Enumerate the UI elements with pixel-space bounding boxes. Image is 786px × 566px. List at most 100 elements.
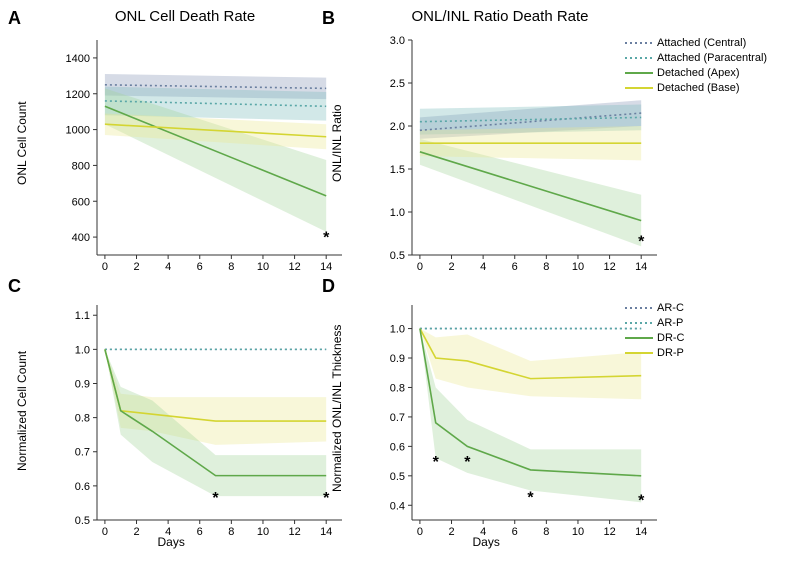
- svg-text:2: 2: [448, 261, 454, 273]
- y-axis-label: Normalized Cell Count: [15, 350, 29, 470]
- svg-text:1200: 1200: [66, 89, 90, 101]
- svg-text:10: 10: [257, 261, 269, 273]
- svg-text:0: 0: [102, 261, 108, 273]
- svg-text:10: 10: [572, 526, 584, 538]
- y-axis-label: ONL Cell Count: [15, 101, 29, 185]
- plot-b: * 0 2 4 6 8 10 12 14 0.5 1.0 1.5 2.0 2.5 3.0: [370, 35, 665, 290]
- legend-item: DR-P: [625, 345, 685, 360]
- svg-text:12: 12: [603, 261, 615, 273]
- svg-text:0: 0: [417, 526, 423, 538]
- figure: A B C D ONL Cell Death Rate ONL/INL Rati…: [0, 0, 786, 566]
- svg-text:400: 400: [72, 232, 90, 244]
- legend-swatch: [625, 37, 653, 49]
- svg-text:8: 8: [228, 261, 234, 273]
- svg-text:0.4: 0.4: [390, 500, 405, 512]
- svg-text:8: 8: [543, 526, 549, 538]
- svg-text:2: 2: [133, 526, 139, 538]
- legend-label: Detached (Base): [657, 82, 740, 94]
- svg-text:14: 14: [320, 261, 332, 273]
- legend-item: Attached (Central): [625, 35, 767, 50]
- svg-text:10: 10: [257, 526, 269, 538]
- svg-text:12: 12: [288, 526, 300, 538]
- svg-text:*: *: [464, 454, 471, 471]
- legend-swatch: [625, 302, 653, 314]
- svg-text:10: 10: [572, 261, 584, 273]
- svg-text:*: *: [638, 233, 645, 250]
- legend-swatch: [625, 67, 653, 79]
- legend-item: Detached (Apex): [625, 65, 767, 80]
- svg-text:14: 14: [635, 261, 647, 273]
- legend-swatch: [625, 347, 653, 359]
- svg-text:0.6: 0.6: [75, 481, 90, 493]
- panel-letter-c: C: [8, 276, 21, 297]
- svg-text:12: 12: [288, 261, 300, 273]
- svg-text:2.5: 2.5: [390, 78, 405, 90]
- svg-text:0.8: 0.8: [75, 413, 90, 425]
- legend-item: AR-P: [625, 315, 685, 330]
- legend-label: DR-P: [657, 347, 684, 359]
- legend-bottom: AR-C AR-P DR-C DR-P: [625, 300, 685, 360]
- svg-text:0.5: 0.5: [75, 515, 90, 527]
- svg-text:*: *: [527, 489, 534, 506]
- svg-text:800: 800: [72, 160, 90, 172]
- svg-text:*: *: [212, 490, 219, 507]
- svg-text:6: 6: [197, 526, 203, 538]
- legend-swatch: [625, 52, 653, 64]
- svg-text:6: 6: [512, 261, 518, 273]
- legend-swatch: [625, 332, 653, 344]
- panel-title-b: ONL/INL Ratio Death Rate: [385, 8, 615, 25]
- legend-item: DR-C: [625, 330, 685, 345]
- svg-text:1.1: 1.1: [75, 310, 90, 322]
- panel-letter-a: A: [8, 8, 21, 29]
- legend-label: Attached (Central): [657, 37, 746, 49]
- panel-letter-b: B: [322, 8, 335, 29]
- svg-text:*: *: [323, 229, 330, 246]
- svg-text:6: 6: [512, 526, 518, 538]
- legend-label: AR-C: [657, 302, 684, 314]
- svg-text:0.5: 0.5: [390, 471, 405, 483]
- svg-text:14: 14: [320, 526, 332, 538]
- svg-text:14: 14: [635, 526, 647, 538]
- svg-text:0.8: 0.8: [390, 382, 405, 394]
- legend-item: Detached (Base): [625, 80, 767, 95]
- legend-swatch: [625, 317, 653, 329]
- svg-text:1400: 1400: [66, 53, 90, 65]
- svg-text:0.9: 0.9: [390, 353, 405, 365]
- legend-item: AR-C: [625, 300, 685, 315]
- svg-text:1.0: 1.0: [390, 207, 405, 219]
- svg-text:0: 0: [102, 526, 108, 538]
- legend-item: Attached (Paracentral): [625, 50, 767, 65]
- svg-text:1.5: 1.5: [390, 164, 405, 176]
- svg-text:2: 2: [448, 526, 454, 538]
- svg-text:8: 8: [228, 526, 234, 538]
- svg-text:0.7: 0.7: [390, 412, 405, 424]
- svg-text:0.6: 0.6: [390, 441, 405, 453]
- svg-text:600: 600: [72, 196, 90, 208]
- svg-text:*: *: [638, 492, 645, 509]
- x-axis-label: Days: [158, 535, 185, 549]
- y-axis-label: ONL/INL Ratio: [330, 104, 344, 182]
- svg-text:1.0: 1.0: [390, 324, 405, 336]
- svg-text:0.7: 0.7: [75, 447, 90, 459]
- panel-title-a: ONL Cell Death Rate: [75, 8, 295, 25]
- legend-swatch: [625, 82, 653, 94]
- svg-text:12: 12: [603, 526, 615, 538]
- svg-text:6: 6: [197, 261, 203, 273]
- legend-label: DR-C: [657, 332, 685, 344]
- svg-text:4: 4: [480, 261, 486, 273]
- svg-text:0.5: 0.5: [390, 250, 405, 262]
- legend-label: AR-P: [657, 317, 683, 329]
- svg-text:3.0: 3.0: [390, 35, 405, 47]
- svg-text:4: 4: [165, 261, 171, 273]
- legend-label: Attached (Paracentral): [657, 52, 767, 64]
- svg-text:8: 8: [543, 261, 549, 273]
- plot-a: *02468101214400600800100012001400: [55, 35, 350, 290]
- y-axis-label: Normalized ONL/INL Thickness: [330, 324, 344, 491]
- plot-c: **024681012140.50.60.70.80.91.01.1: [55, 300, 350, 555]
- legend-label: Detached (Apex): [657, 67, 740, 79]
- svg-text:*: *: [323, 490, 330, 507]
- plot-d: ****024681012140.40.50.60.70.80.91.0: [370, 300, 665, 555]
- svg-text:0: 0: [417, 261, 423, 273]
- x-axis-label: Days: [473, 535, 500, 549]
- svg-text:2.0: 2.0: [390, 121, 405, 133]
